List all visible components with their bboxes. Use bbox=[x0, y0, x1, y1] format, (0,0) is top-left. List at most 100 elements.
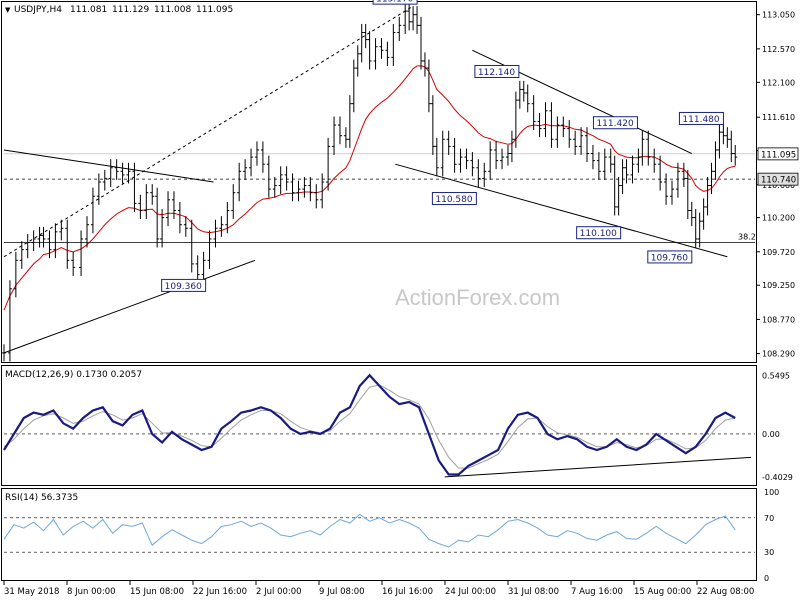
level-annotation: 113.170 bbox=[372, 0, 418, 5]
price-bar bbox=[351, 59, 356, 113]
price-bar bbox=[296, 180, 301, 202]
price-bar bbox=[705, 177, 710, 216]
rsi-tick-label: 0 bbox=[764, 574, 769, 583]
price-tag-box bbox=[757, 147, 799, 161]
price-bar bbox=[537, 112, 542, 138]
price-bar bbox=[53, 223, 58, 259]
watermark: ActionForex.com bbox=[395, 285, 560, 310]
price-bar bbox=[630, 155, 635, 184]
annotation-label: 110.100 bbox=[580, 229, 617, 239]
price-bar bbox=[108, 159, 113, 187]
price-bar bbox=[494, 141, 499, 170]
price-bar bbox=[355, 45, 360, 77]
price-bar bbox=[302, 177, 307, 198]
price-bar bbox=[725, 127, 730, 148]
price-bar bbox=[397, 16, 402, 42]
price-tick-label: 108.290 bbox=[762, 350, 795, 359]
price-bar bbox=[41, 226, 46, 248]
level-annotation: 112.140 bbox=[474, 64, 520, 78]
price-bar bbox=[213, 219, 218, 248]
price-bar bbox=[452, 137, 457, 173]
rsi-title: RSI(14) 56.3735 bbox=[5, 493, 78, 503]
price-bar bbox=[476, 159, 481, 187]
price-bar bbox=[543, 102, 548, 138]
price-bar bbox=[407, 2, 412, 31]
price-bar bbox=[426, 59, 431, 113]
price-bar bbox=[567, 120, 572, 148]
price-bar bbox=[195, 255, 200, 284]
rsi-tick-label: 70 bbox=[764, 514, 774, 523]
fib-level-label: 38.2 bbox=[738, 233, 756, 242]
price-bar bbox=[201, 251, 206, 284]
price-tag-box bbox=[757, 172, 799, 186]
time-tick-label: 9 Jul 08:00 bbox=[319, 587, 365, 597]
rsi-lines bbox=[3, 513, 755, 553]
price-bar bbox=[231, 184, 236, 220]
price-bar bbox=[79, 230, 84, 276]
rsi-panel-frame bbox=[1, 488, 757, 581]
price-bar bbox=[47, 230, 52, 259]
symbol-dropdown-icon[interactable]: ▼ bbox=[5, 6, 11, 14]
time-tick-label: 7 Aug 16:00 bbox=[571, 587, 623, 597]
price-bar bbox=[517, 80, 522, 109]
price-tick-label: 112.570 bbox=[762, 45, 795, 54]
price-tick-label: 109.250 bbox=[762, 281, 795, 290]
level-annotation: 110.580 bbox=[431, 192, 477, 206]
annotation-label: 113.170 bbox=[376, 0, 413, 5]
price-bar bbox=[561, 116, 566, 138]
time-tick-label: 8 Jun 00:00 bbox=[67, 587, 116, 597]
rsi-axis: 100 70 30 0 bbox=[764, 488, 779, 583]
price-tick-label: 108.770 bbox=[762, 315, 795, 324]
macd-lines bbox=[3, 373, 755, 478]
annotation-box bbox=[431, 192, 477, 206]
price-bar bbox=[608, 148, 613, 173]
price-bar bbox=[347, 95, 352, 148]
price-bar bbox=[488, 141, 493, 180]
price-bar bbox=[7, 280, 12, 362]
macd-trendline bbox=[444, 456, 752, 478]
price-bar bbox=[675, 162, 680, 198]
macd-tick-label: 0.00 bbox=[762, 430, 780, 439]
price-bar bbox=[385, 41, 390, 66]
price-bar bbox=[624, 159, 629, 184]
price-bar bbox=[166, 191, 171, 227]
price-bar bbox=[237, 162, 242, 202]
price-bar bbox=[144, 184, 149, 220]
level-annotation: 110.100 bbox=[576, 226, 622, 240]
annotation-box bbox=[647, 250, 693, 264]
price-bar bbox=[721, 123, 726, 145]
time-tick-label: 22 Aug 08:00 bbox=[697, 587, 754, 597]
price-bar bbox=[290, 173, 295, 202]
time-tick-label: 24 Jul 00:00 bbox=[445, 587, 496, 597]
annotation-label: 109.360 bbox=[165, 282, 202, 292]
trendline-2 bbox=[3, 5, 414, 258]
price-bar bbox=[85, 216, 90, 248]
annotation-label: 110.580 bbox=[435, 195, 472, 205]
low-value: 111.008 bbox=[154, 5, 191, 15]
price-bar bbox=[419, 16, 424, 70]
price-bar bbox=[458, 148, 463, 173]
price-bar bbox=[13, 251, 18, 298]
price-bar bbox=[549, 102, 554, 148]
price-bar bbox=[521, 80, 526, 102]
price-tag: 111.095 bbox=[757, 147, 799, 161]
price-bar bbox=[664, 173, 669, 205]
price-trendlines bbox=[3, 5, 728, 354]
price-bar bbox=[2, 344, 6, 362]
annotation-box bbox=[161, 278, 207, 292]
symbol-label: USDJPY,H4 bbox=[14, 5, 62, 15]
macd-panel-frame bbox=[1, 365, 757, 486]
trendline-0 bbox=[3, 149, 214, 183]
price-bar bbox=[102, 169, 107, 191]
price-bar bbox=[713, 141, 718, 180]
price-bar bbox=[243, 159, 248, 180]
price-bar bbox=[207, 230, 212, 269]
rsi-line bbox=[3, 513, 736, 548]
time-axis: 31 May 2018 8 Jun 00:00 15 Jun 08:00 22 Jun… bbox=[3, 581, 754, 597]
price-bar bbox=[266, 155, 271, 198]
price-bar bbox=[379, 38, 384, 59]
price-bar bbox=[278, 166, 283, 195]
time-tick-label: 16 Jul 16:00 bbox=[382, 587, 433, 597]
price-bar bbox=[367, 31, 372, 70]
ema-line bbox=[3, 65, 736, 311]
